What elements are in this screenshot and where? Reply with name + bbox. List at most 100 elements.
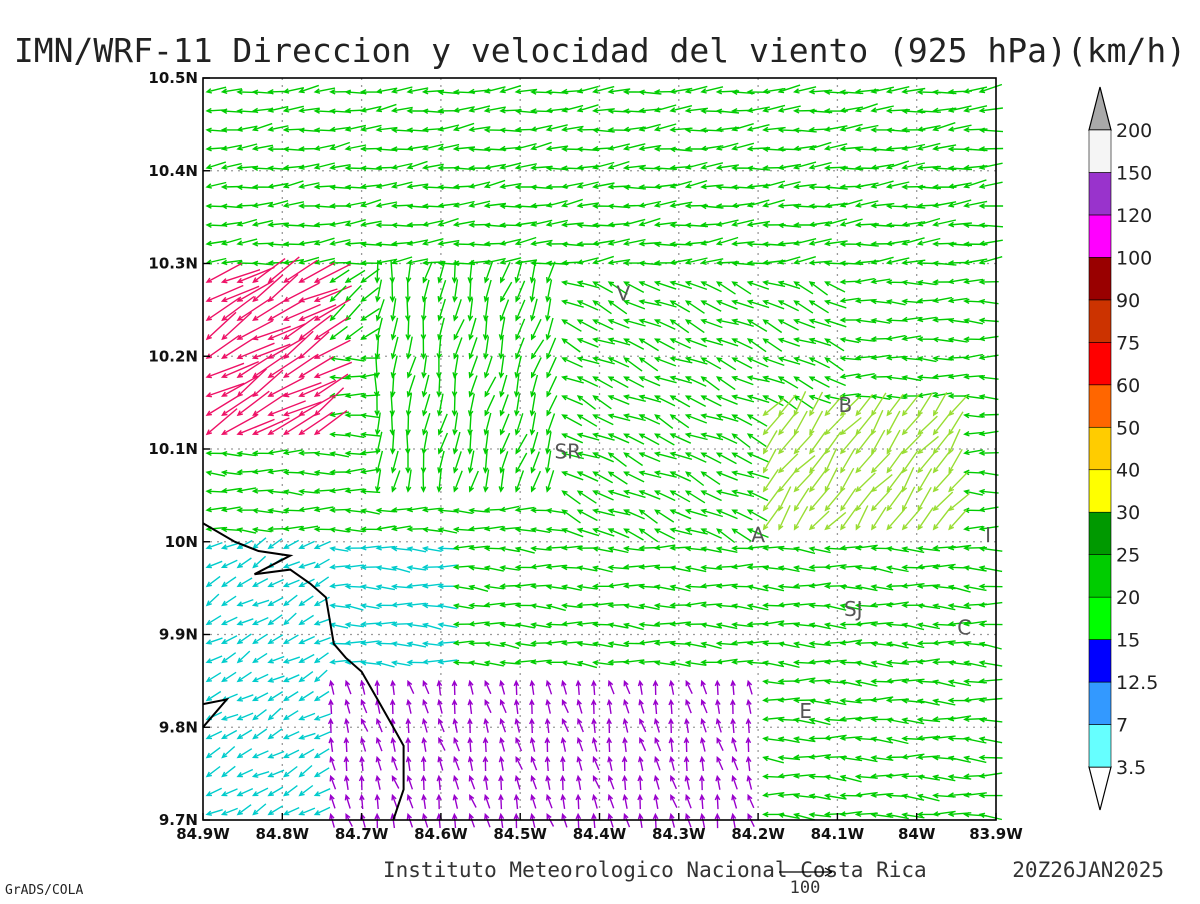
wind-vector (451, 679, 458, 696)
wind-vector (777, 280, 801, 290)
colorbar-label: 15 (1116, 630, 1140, 652)
wind-vector (592, 319, 614, 331)
wind-vector (592, 774, 601, 789)
wind-vector (576, 319, 598, 332)
wind-vector (591, 679, 597, 696)
wind-vector (715, 658, 738, 665)
wind-vector (530, 527, 551, 534)
wind-vector (529, 812, 536, 828)
wind-vector (978, 621, 1003, 628)
colorbar-segment (1088, 384, 1112, 428)
wind-vector (576, 202, 600, 209)
wind-vector (484, 261, 494, 284)
wind-vector (870, 298, 891, 305)
wind-vector (777, 395, 798, 410)
wind-vector (963, 200, 988, 208)
wind-vector (313, 488, 334, 494)
wind-vector (298, 304, 337, 321)
wind-vector (652, 698, 659, 715)
wind-vector (252, 537, 267, 550)
wind-vector (374, 336, 381, 360)
wind-vector (638, 698, 645, 714)
wind-vector (793, 410, 808, 436)
wind-vector (499, 182, 522, 190)
wind-vector (267, 273, 299, 303)
wind-vector (530, 603, 551, 610)
wind-vector (669, 414, 690, 429)
wind-vector (638, 639, 660, 646)
wind-vector (236, 577, 253, 588)
wind-vector (298, 561, 316, 569)
wind-vector (530, 755, 538, 771)
wind-vector (854, 584, 878, 592)
wind-vector (561, 451, 584, 460)
wind-vector (267, 105, 289, 113)
wind-vector (978, 239, 1003, 247)
wind-vector (684, 280, 708, 291)
wind-vector (282, 201, 305, 208)
wind-vector (236, 694, 254, 702)
wind-vector (313, 144, 336, 151)
wind-vector (623, 452, 643, 467)
wind-vector (561, 528, 584, 538)
wind-vector (453, 736, 460, 752)
wind-vector (360, 287, 380, 303)
wind-vector (437, 717, 445, 733)
wind-vector (406, 375, 416, 398)
wind-vector (637, 679, 644, 695)
wind-vector (406, 183, 429, 190)
wind-vector (823, 125, 848, 132)
wind-vector (561, 490, 581, 505)
wind-vector (453, 755, 460, 771)
wind-vector (220, 414, 258, 435)
wind-vector (329, 126, 351, 133)
wind-vector (499, 413, 510, 436)
wind-vector (762, 448, 777, 474)
wind-vector (978, 641, 1002, 650)
colorbar-segment (1088, 681, 1112, 725)
wind-vector (746, 679, 753, 695)
wind-vector (623, 299, 646, 310)
wind-vector (375, 87, 398, 94)
wind-vector (484, 793, 491, 809)
wind-vector (591, 812, 597, 829)
wind-vector (901, 812, 925, 819)
wind-vector (329, 141, 351, 151)
wind-vector (483, 257, 506, 265)
wind-vector (298, 331, 330, 360)
wind-vector (823, 218, 848, 227)
wind-vector (514, 641, 536, 647)
wind-vector (483, 163, 507, 170)
wind-vector (762, 180, 786, 189)
wind-vector (205, 284, 244, 302)
wind-vector (606, 717, 612, 734)
wind-vector (746, 357, 769, 368)
wind-vector (374, 260, 381, 284)
place-label: C (957, 616, 971, 640)
wind-vector (963, 489, 984, 496)
wind-vector (762, 507, 780, 531)
wind-vector (376, 717, 383, 733)
wind-vector (452, 640, 473, 646)
wind-vector (684, 774, 690, 790)
wind-vector (715, 471, 738, 481)
wind-vector (855, 451, 875, 474)
wind-vector (483, 279, 492, 303)
wind-vector (545, 679, 553, 695)
wind-vector (668, 698, 675, 715)
wind-vector (406, 160, 428, 170)
wind-vector (592, 565, 613, 573)
wind-vector (205, 161, 227, 170)
wind-vector (762, 199, 785, 208)
wind-vector (700, 432, 724, 441)
wind-vector (638, 318, 662, 328)
wind-vector (375, 450, 384, 474)
wind-vector (375, 182, 398, 189)
wind-vector (421, 219, 444, 227)
wind-vector (855, 393, 874, 417)
wind-vector (901, 433, 922, 455)
wind-vector (545, 564, 567, 570)
wind-vector (252, 803, 267, 816)
wind-vector (205, 86, 227, 94)
